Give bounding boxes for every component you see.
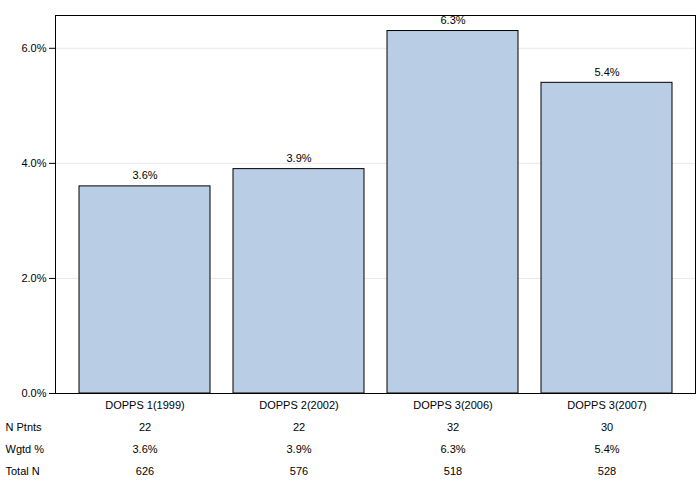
- svg-text:DOPPS 2(2002): DOPPS 2(2002): [259, 399, 338, 411]
- svg-text:32: 32: [447, 421, 459, 433]
- svg-text:626: 626: [136, 465, 154, 477]
- svg-text:N Ptnts: N Ptnts: [6, 421, 43, 433]
- svg-text:3.9%: 3.9%: [286, 443, 311, 455]
- svg-text:DOPPS 1(1999): DOPPS 1(1999): [105, 399, 184, 411]
- svg-text:5.4%: 5.4%: [594, 443, 619, 455]
- svg-text:6.3%: 6.3%: [440, 14, 466, 26]
- svg-text:576: 576: [290, 465, 308, 477]
- svg-text:518: 518: [444, 465, 462, 477]
- svg-text:2.0%: 2.0%: [21, 272, 46, 284]
- svg-text:3.9%: 3.9%: [286, 152, 311, 164]
- svg-text:3.6%: 3.6%: [132, 169, 157, 181]
- svg-text:22: 22: [293, 421, 305, 433]
- svg-text:6.0%: 6.0%: [21, 42, 46, 54]
- svg-text:528: 528: [598, 465, 616, 477]
- svg-text:0.0%: 0.0%: [21, 387, 46, 399]
- svg-text:4.0%: 4.0%: [21, 157, 46, 169]
- svg-text:Total N: Total N: [6, 465, 40, 477]
- svg-text:Wgtd %: Wgtd %: [6, 443, 45, 455]
- svg-text:5.4%: 5.4%: [594, 66, 619, 78]
- svg-text:22: 22: [139, 421, 151, 433]
- svg-text:DOPPS 3(2007): DOPPS 3(2007): [567, 399, 646, 411]
- svg-text:3.6%: 3.6%: [132, 443, 157, 455]
- svg-text:DOPPS 3(2006): DOPPS 3(2006): [413, 399, 492, 411]
- svg-text:6.3%: 6.3%: [440, 443, 465, 455]
- svg-text:30: 30: [601, 421, 613, 433]
